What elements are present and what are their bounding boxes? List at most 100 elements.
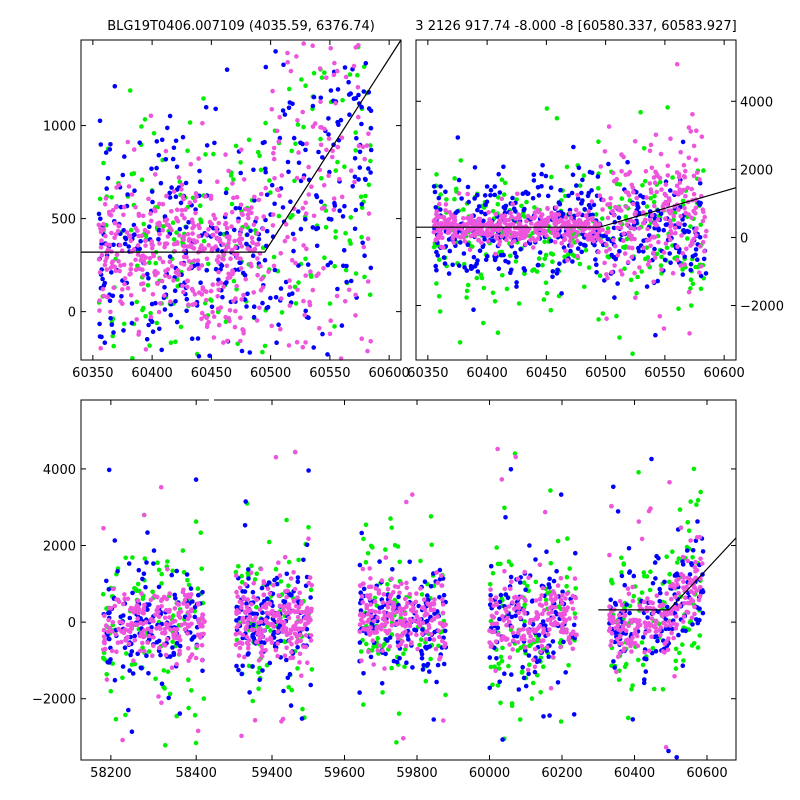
data-point bbox=[638, 109, 643, 115]
data-point bbox=[186, 220, 191, 225]
data-point bbox=[641, 249, 646, 254]
data-point bbox=[439, 221, 444, 226]
data-point bbox=[368, 339, 374, 344]
data-point bbox=[295, 666, 300, 671]
data-point bbox=[548, 488, 553, 493]
data-point bbox=[413, 599, 419, 605]
data-point bbox=[254, 571, 259, 576]
data-point bbox=[492, 664, 497, 669]
data-point bbox=[255, 620, 261, 625]
data-point bbox=[245, 621, 250, 627]
data-point bbox=[361, 244, 367, 250]
data-point bbox=[684, 246, 689, 252]
data-point bbox=[276, 593, 282, 598]
data-point bbox=[554, 116, 560, 121]
data-point bbox=[502, 180, 508, 186]
data-point bbox=[162, 686, 167, 691]
data-point bbox=[381, 610, 387, 615]
data-point bbox=[604, 249, 609, 254]
data-point bbox=[256, 237, 262, 242]
y-tick-label: 2000 bbox=[740, 163, 773, 178]
data-point bbox=[190, 231, 195, 236]
data-point bbox=[311, 345, 317, 350]
data-point bbox=[160, 227, 165, 233]
data-point bbox=[597, 193, 603, 198]
data-point bbox=[502, 586, 508, 592]
data-point bbox=[619, 169, 624, 174]
data-point bbox=[109, 270, 114, 275]
data-point bbox=[496, 228, 501, 233]
data-point bbox=[545, 632, 551, 637]
data-point bbox=[246, 137, 252, 143]
data-point bbox=[352, 156, 358, 161]
data-point bbox=[537, 250, 543, 255]
data-point bbox=[630, 245, 635, 251]
data-point bbox=[108, 309, 113, 315]
data-point bbox=[568, 215, 574, 221]
data-point bbox=[559, 601, 565, 606]
data-point bbox=[276, 213, 282, 219]
data-point bbox=[419, 655, 425, 661]
data-point bbox=[126, 184, 132, 189]
data-point bbox=[281, 621, 287, 626]
data-point bbox=[504, 286, 510, 292]
data-point bbox=[143, 313, 148, 319]
data-point bbox=[666, 579, 672, 585]
data-point bbox=[295, 579, 301, 584]
data-point bbox=[643, 256, 648, 262]
data-point bbox=[223, 190, 229, 196]
data-point bbox=[662, 191, 668, 197]
data-point bbox=[438, 192, 443, 197]
data-point bbox=[126, 707, 131, 713]
data-point bbox=[407, 616, 413, 622]
data-point bbox=[638, 193, 643, 198]
data-point bbox=[569, 599, 574, 605]
data-point bbox=[201, 238, 207, 244]
data-point bbox=[680, 272, 686, 277]
data-point bbox=[247, 690, 252, 695]
data-point bbox=[551, 590, 557, 596]
data-point bbox=[431, 244, 437, 250]
data-point bbox=[652, 193, 657, 199]
data-point bbox=[237, 585, 243, 591]
data-point bbox=[173, 299, 178, 304]
data-point bbox=[266, 539, 272, 545]
data-point bbox=[682, 254, 687, 259]
data-point bbox=[319, 125, 324, 130]
data-point bbox=[538, 690, 543, 695]
data-point bbox=[144, 337, 150, 342]
data-point bbox=[272, 201, 277, 207]
data-point bbox=[554, 271, 560, 276]
data-point bbox=[519, 594, 525, 600]
data-point bbox=[694, 170, 700, 175]
data-point bbox=[167, 113, 173, 119]
data-point bbox=[542, 256, 548, 262]
data-point bbox=[128, 267, 134, 272]
data-point bbox=[195, 586, 201, 591]
data-point bbox=[583, 247, 589, 253]
data-point bbox=[464, 268, 470, 273]
data-point bbox=[304, 626, 310, 632]
data-point bbox=[436, 294, 442, 299]
data-point bbox=[677, 650, 682, 656]
data-point bbox=[127, 615, 133, 621]
data-point bbox=[143, 584, 148, 590]
data-point bbox=[196, 266, 202, 271]
data-point bbox=[245, 597, 251, 602]
data-point bbox=[102, 262, 108, 268]
data-point bbox=[224, 225, 230, 231]
data-point bbox=[186, 658, 191, 663]
data-point bbox=[327, 301, 333, 306]
data-point bbox=[624, 236, 630, 242]
data-point bbox=[303, 308, 309, 314]
data-point bbox=[555, 680, 561, 685]
data-point bbox=[680, 642, 685, 647]
data-point bbox=[689, 303, 694, 308]
data-point bbox=[109, 195, 114, 200]
data-point bbox=[617, 634, 623, 640]
data-point bbox=[299, 716, 305, 721]
data-point bbox=[509, 241, 514, 246]
data-point bbox=[659, 267, 664, 272]
data-point bbox=[536, 262, 541, 268]
data-point bbox=[171, 650, 176, 656]
